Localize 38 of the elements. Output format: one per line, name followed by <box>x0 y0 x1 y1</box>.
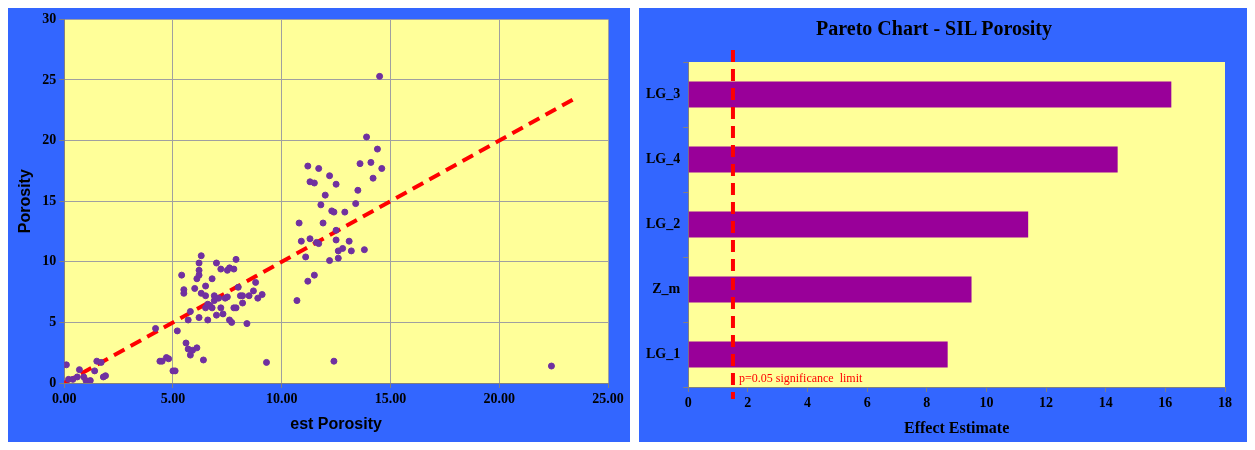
x-tick-label: 0 <box>684 395 692 411</box>
chart-title: Pareto Chart - SIL Porosity <box>816 17 1052 41</box>
x-tick-label: 20.00 <box>483 391 515 407</box>
bar <box>688 81 1172 108</box>
x-tick-label: 14 <box>1098 395 1113 411</box>
annotation: p=0.05 significance limit <box>738 371 864 386</box>
y-axis-title: Porosity <box>16 169 34 234</box>
bar <box>688 341 948 368</box>
y-tick-label: 25 <box>42 71 57 87</box>
x-tick-label: 6 <box>863 395 871 411</box>
y-tick-label: LG_3 <box>645 86 681 102</box>
bar <box>688 146 1118 173</box>
y-tick-label: 20 <box>42 132 57 148</box>
bar <box>688 211 1029 238</box>
y-tick-label: 0 <box>49 374 57 390</box>
y-tick-label: LG_4 <box>645 151 681 167</box>
x-tick-label: 10 <box>979 395 994 411</box>
x-axis-title: est Porosity <box>290 414 382 432</box>
y-tick-label: LG_1 <box>645 346 681 362</box>
y-tick-label: 10 <box>42 253 57 269</box>
y-tick-label: LG_2 <box>645 216 681 232</box>
x-tick-label: 16 <box>1158 395 1173 411</box>
x-tick-label: 15.00 <box>374 391 407 407</box>
x-tick-label: 8 <box>923 395 931 411</box>
x-tick-label: 10.00 <box>265 391 298 407</box>
x-tick-label: 12 <box>1039 395 1054 411</box>
x-tick-label: 0.00 <box>51 391 77 407</box>
x-tick-label: 25.00 <box>592 391 624 407</box>
x-tick-label: 4 <box>804 395 812 411</box>
x-tick-label: 18 <box>1218 395 1232 411</box>
y-tick-label: 15 <box>42 192 57 208</box>
x-tick-label: 2 <box>744 395 752 411</box>
x-tick-label: 5.00 <box>160 391 186 407</box>
y-tick-label: 5 <box>49 314 57 330</box>
y-tick-label: Z_m <box>652 281 681 297</box>
y-tick-label: 30 <box>42 11 57 27</box>
x-axis-title: Effect Estimate <box>903 418 1010 436</box>
bar <box>688 276 972 303</box>
